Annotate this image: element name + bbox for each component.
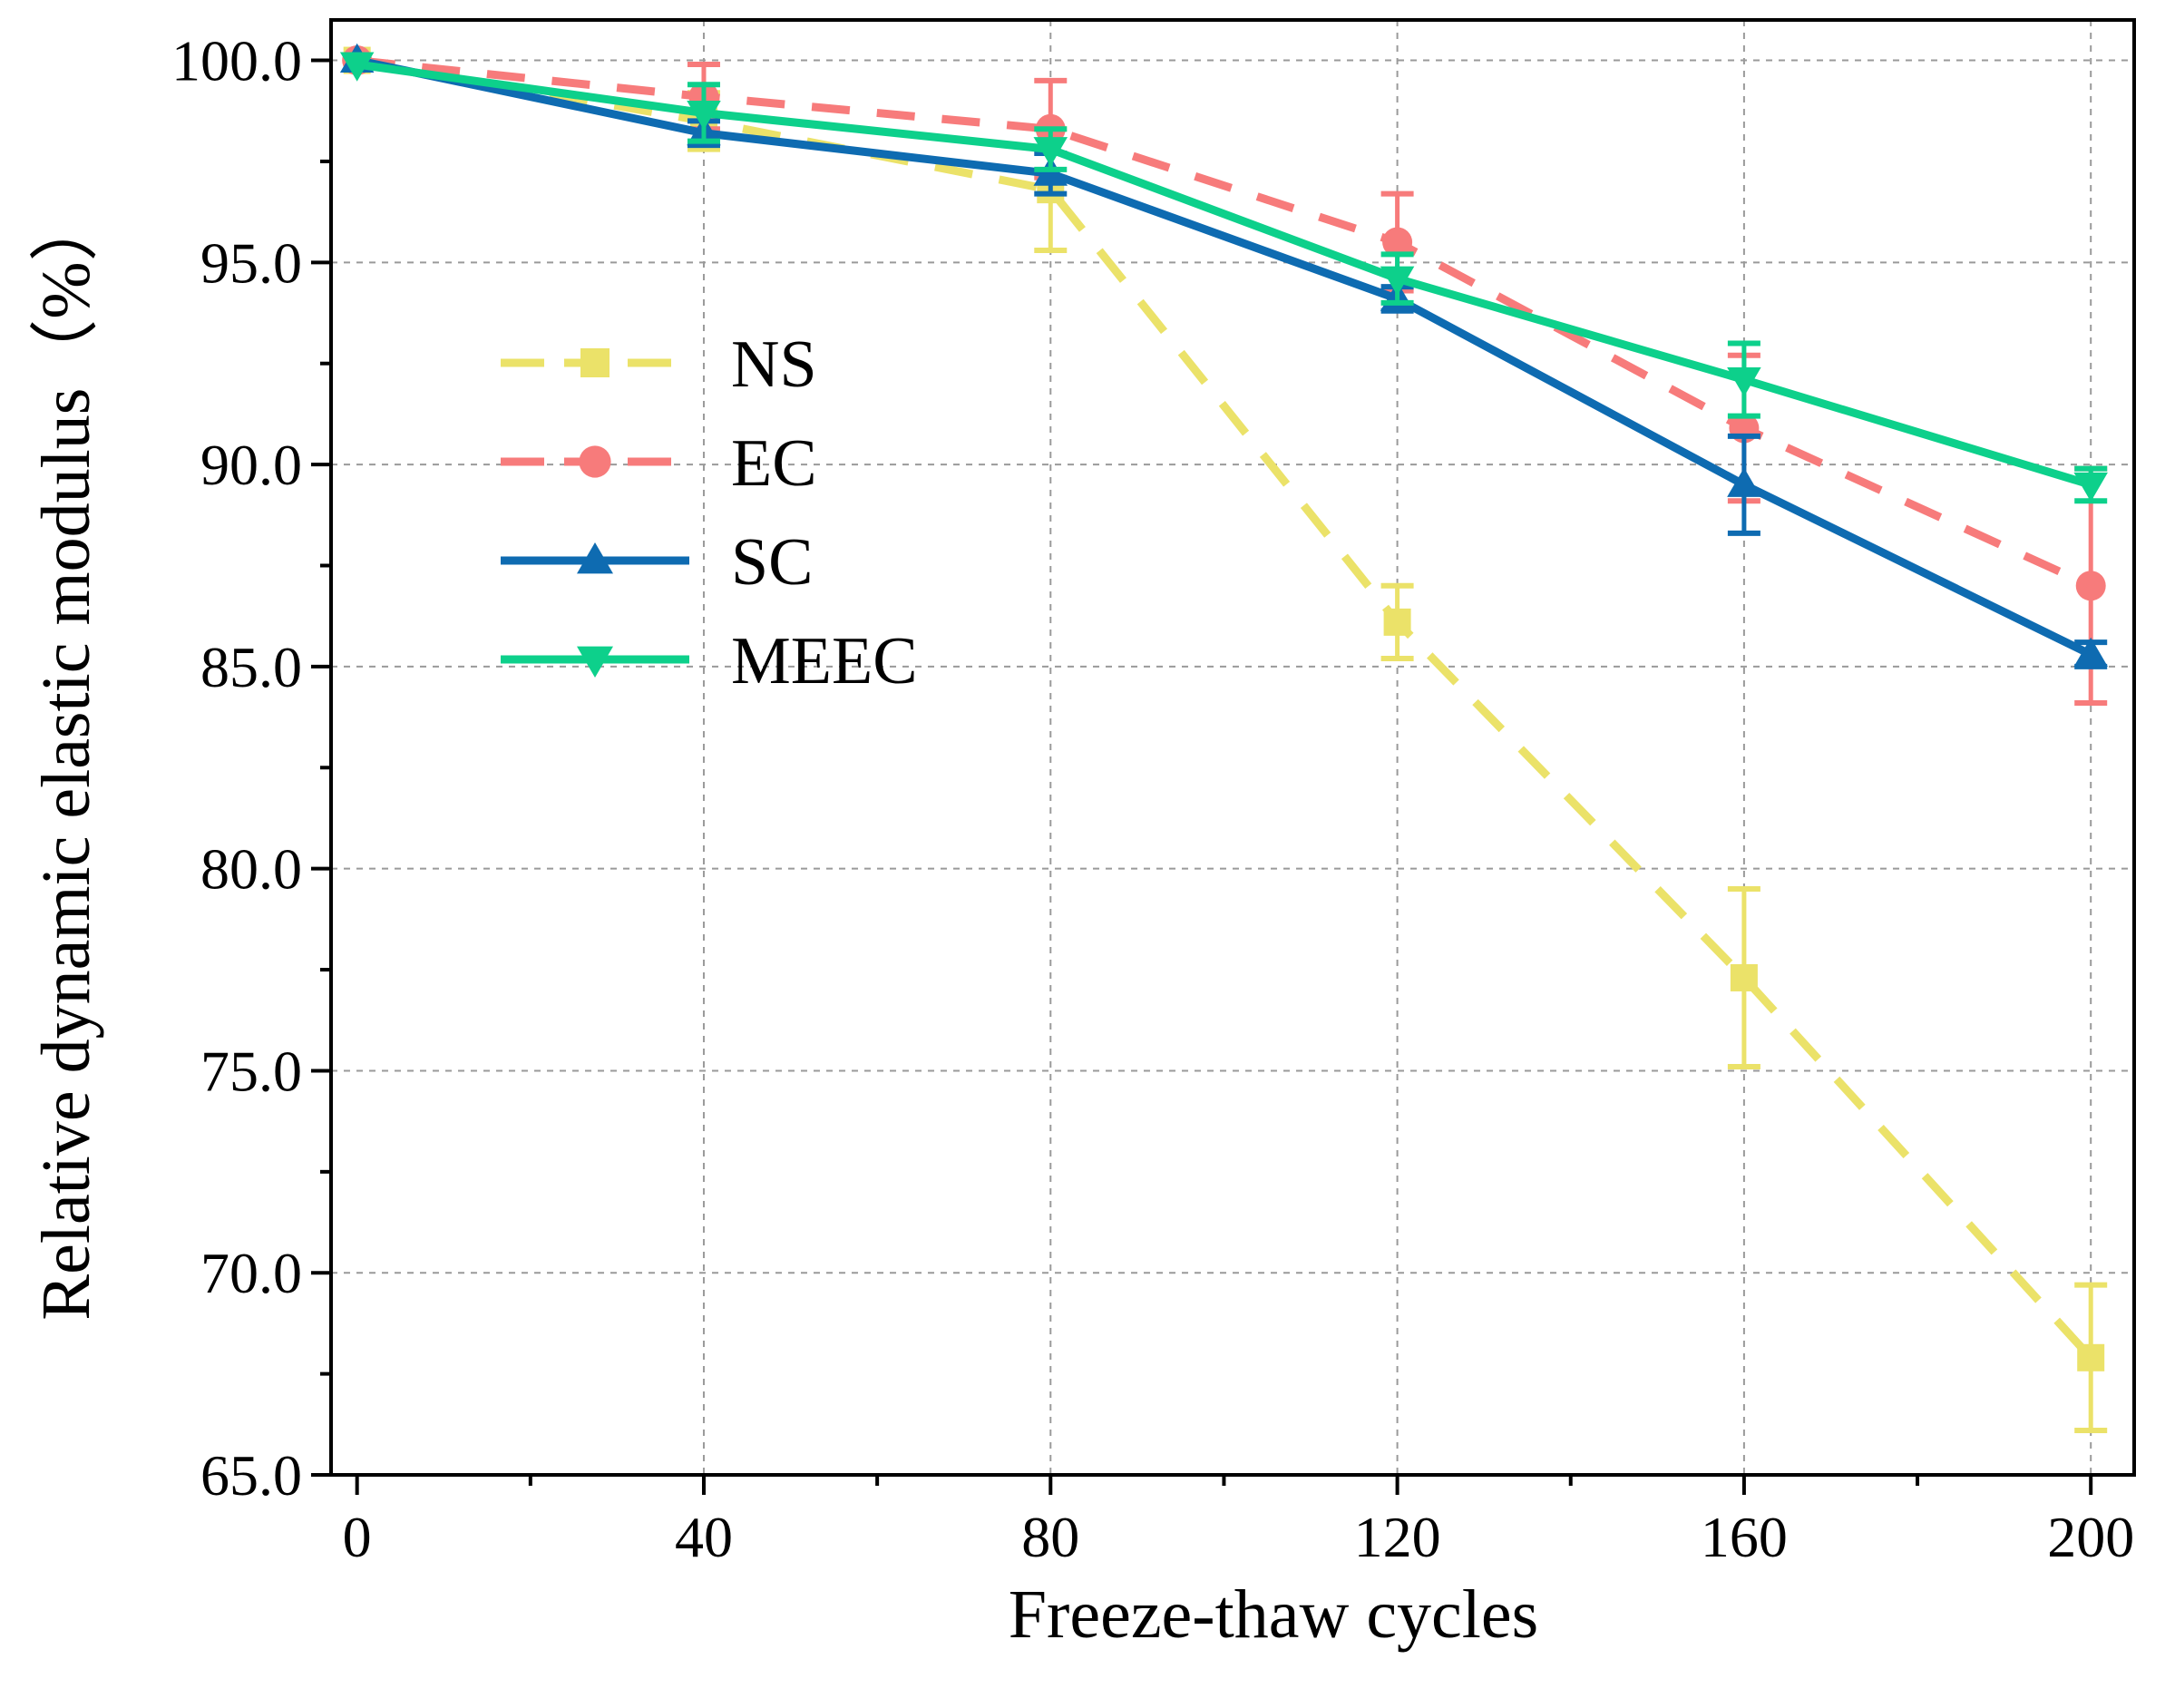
legend-swatch-marker xyxy=(579,445,611,478)
legend-label: MEEC xyxy=(731,624,918,698)
x-tick-label: 200 xyxy=(2047,1505,2134,1569)
data-point xyxy=(687,100,721,131)
y-axis-title: Relative dynamic elastic modulus（%） xyxy=(28,192,104,1320)
data-point xyxy=(2075,571,2106,601)
legend-item-ns: NS xyxy=(501,327,817,402)
data-point xyxy=(2073,472,2108,503)
legend-item-ec: EC xyxy=(501,426,817,501)
series-line-ns xyxy=(356,56,2094,1361)
series-ns xyxy=(343,46,2108,1433)
y-tick-label: 90.0 xyxy=(200,433,302,497)
series-group xyxy=(339,43,2108,1433)
plot-frame xyxy=(329,18,2136,1477)
series-line-ec xyxy=(356,56,2093,590)
series-line-meec xyxy=(356,60,2092,489)
y-tick-label: 100.0 xyxy=(171,29,302,93)
x-tick-label: 120 xyxy=(1354,1505,1441,1569)
data-point xyxy=(1727,367,1761,397)
legend-label: SC xyxy=(731,525,814,600)
y-tick-label: 95.0 xyxy=(200,230,302,295)
x-tick-label: 80 xyxy=(1021,1505,1079,1569)
x-tick-label: 0 xyxy=(343,1505,372,1569)
data-point xyxy=(2077,1343,2105,1371)
x-tick-label: 40 xyxy=(675,1505,733,1569)
data-point xyxy=(2073,637,2108,668)
y-tick-label: 65.0 xyxy=(200,1443,302,1508)
legend-item-meec: MEEC xyxy=(501,624,918,698)
data-point xyxy=(1382,227,1413,258)
legend: NS EC SC MEEC xyxy=(501,327,918,698)
y-tick-label: 80.0 xyxy=(200,837,302,902)
x-axis-title: Freeze-thaw cycles xyxy=(1009,1576,1538,1653)
data-point xyxy=(339,52,375,82)
axis-ticks: 0 40 80 120 160 200 65.0 70.0 75.0 80.0 85.0 90.0 95… xyxy=(171,29,2134,1569)
legend-item-sc: SC xyxy=(501,525,814,600)
y-tick-label: 75.0 xyxy=(200,1039,302,1103)
legend-label: EC xyxy=(731,426,817,501)
series-meec xyxy=(339,52,2108,504)
legend-swatch-marker xyxy=(577,542,613,574)
legend-label: NS xyxy=(731,327,817,402)
legend-swatch-marker xyxy=(580,348,610,377)
x-tick-label: 160 xyxy=(1701,1505,1788,1569)
data-point xyxy=(1380,266,1415,296)
data-point xyxy=(1033,137,1068,167)
data-point xyxy=(1383,608,1411,636)
legend-swatch-marker xyxy=(577,646,613,678)
data-point xyxy=(1727,467,1761,497)
data-point xyxy=(1730,963,1758,991)
y-tick-label: 70.0 xyxy=(200,1241,302,1305)
series-line-sc xyxy=(356,56,2093,659)
y-tick-label: 85.0 xyxy=(200,635,302,699)
